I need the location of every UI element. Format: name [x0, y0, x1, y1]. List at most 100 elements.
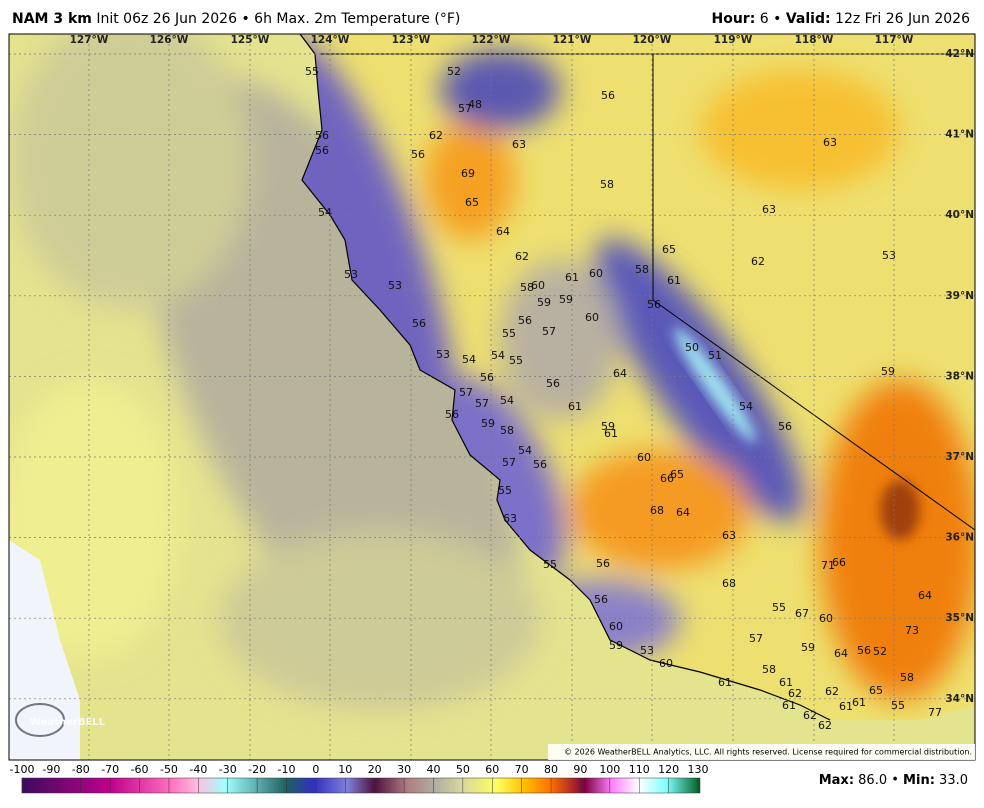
temperature-label: 63 — [512, 138, 526, 151]
temperature-label: 63 — [762, 203, 776, 216]
temperature-label: 61 — [667, 274, 681, 287]
temperature-label: 68 — [722, 577, 736, 590]
longitude-label: 117°W — [875, 34, 914, 46]
colorbar-tick-label: 120 — [658, 763, 679, 776]
latitude-label: 34°N — [945, 693, 974, 705]
temperature-label: 59 — [601, 420, 615, 433]
temperature-label: 56 — [411, 148, 425, 161]
colorbar-tick-label: 110 — [629, 763, 650, 776]
colorbar — [21, 777, 701, 794]
temperature-label: 60 — [585, 311, 599, 324]
longitude-label: 126°W — [150, 34, 189, 46]
init: Init 06z 26 Jun 2026 — [96, 11, 237, 27]
temperature-label: 68 — [650, 504, 664, 517]
temperature-label: 63 — [823, 136, 837, 149]
latitude-label: 39°N — [945, 290, 974, 302]
latitude-label: 37°N — [945, 451, 974, 463]
temperature-label: 56 — [857, 644, 871, 657]
temperature-label: 59 — [801, 641, 815, 654]
longitude-label: 125°W — [231, 34, 270, 46]
temperature-label: 61 — [568, 400, 582, 413]
temperature-label: 56 — [445, 408, 459, 421]
latitude-label: 38°N — [945, 370, 974, 382]
colorbar-tick-label: -60 — [131, 763, 149, 776]
latitude-label: 42°N — [945, 48, 974, 60]
longitude-label: 121°W — [553, 34, 592, 46]
valid: 12z Fri 26 Jun 2026 — [835, 11, 970, 27]
temperature-label: 64 — [676, 506, 690, 519]
temperature-label: 64 — [834, 647, 848, 660]
colorbar-tick-label: -10 — [278, 763, 296, 776]
latitude-label: 36°N — [945, 532, 974, 544]
temperature-label: 57 — [458, 102, 472, 115]
temperature-label: 65 — [662, 243, 676, 256]
temperature-label: 63 — [722, 529, 736, 542]
longitude-label: 123°W — [392, 34, 431, 46]
temperature-label: 61 — [839, 700, 853, 713]
temperature-label: 52 — [447, 65, 461, 78]
temperature-label: 69 — [461, 167, 475, 180]
temperature-label: 59 — [537, 296, 551, 309]
temperature-label: 61 — [779, 676, 793, 689]
temperature-label: 62 — [751, 255, 765, 268]
temperature-label: 56 — [647, 298, 661, 311]
temperature-label: 54 — [318, 206, 332, 219]
colorbar-tick-label: -20 — [248, 763, 266, 776]
temperature-label: 55 — [305, 65, 319, 78]
temperature-label: 67 — [795, 607, 809, 620]
map-image — [9, 34, 975, 760]
temperature-label: 56 — [596, 557, 610, 570]
temperature-label: 60 — [659, 657, 673, 670]
temperature-label: 56 — [315, 144, 329, 157]
temperature-label: 56 — [518, 314, 532, 327]
colorbar-tick-label: 30 — [397, 763, 411, 776]
temperature-label: 73 — [905, 624, 919, 637]
temperature-label: 53 — [882, 249, 896, 262]
temperature-label: 48 — [468, 98, 482, 111]
temperature-label: 51 — [708, 349, 722, 362]
temperature-label: 60 — [819, 612, 833, 625]
temperature-label: 53 — [344, 268, 358, 281]
colorbar-tick-label: -90 — [42, 763, 60, 776]
max-label: Max: — [819, 773, 854, 788]
temperature-label: 61 — [604, 427, 618, 440]
temperature-label: 58 — [762, 663, 776, 676]
temperature-label: 55 — [509, 354, 523, 367]
logo: WeatherBELL — [15, 703, 106, 737]
model: NAM 3 km — [12, 11, 92, 27]
copyright: © 2026 WeatherBELL Analytics, LLC. All r… — [564, 748, 972, 757]
temperature-label: 54 — [491, 349, 505, 362]
temperature-label: 52 — [873, 645, 887, 658]
colorbar-tick-label: 50 — [456, 763, 470, 776]
colorbar-tick-label: -30 — [219, 763, 237, 776]
temperature-label: 53 — [640, 644, 654, 657]
stats: Max: 86.0 • Min: 33.0 — [819, 773, 968, 788]
colorbar-tick-label: 100 — [599, 763, 620, 776]
temperature-label: 57 — [502, 456, 516, 469]
longitude-label: 124°W — [311, 34, 350, 46]
temperature-label: 56 — [601, 89, 615, 102]
latitude-label: 41°N — [945, 129, 974, 141]
colorbar-tick-label: 40 — [426, 763, 440, 776]
colorbar-tick-label: 130 — [688, 763, 709, 776]
temperature-label: 62 — [515, 250, 529, 263]
temperature-label: 59 — [481, 417, 495, 430]
valid-label: Valid: — [786, 11, 831, 27]
temperature-label: 56 — [778, 420, 792, 433]
temperature-label: 61 — [718, 676, 732, 689]
colorbar-tick-label: 60 — [485, 763, 499, 776]
longitude-label: 118°W — [795, 34, 834, 46]
temperature-label: 58 — [635, 263, 649, 276]
temperature-label: 77 — [928, 706, 942, 719]
temperature-label: 60 — [531, 279, 545, 292]
temperature-label: 54 — [500, 394, 514, 407]
temperature-label: 61 — [852, 696, 866, 709]
temperature-label: 62 — [429, 129, 443, 142]
temperature-label: 53 — [436, 348, 450, 361]
temperature-label: 57 — [459, 386, 473, 399]
temperature-label: 64 — [613, 367, 627, 380]
temperature-label: 53 — [388, 279, 402, 292]
temperature-label: 56 — [594, 593, 608, 606]
temperature-label: 54 — [739, 400, 753, 413]
